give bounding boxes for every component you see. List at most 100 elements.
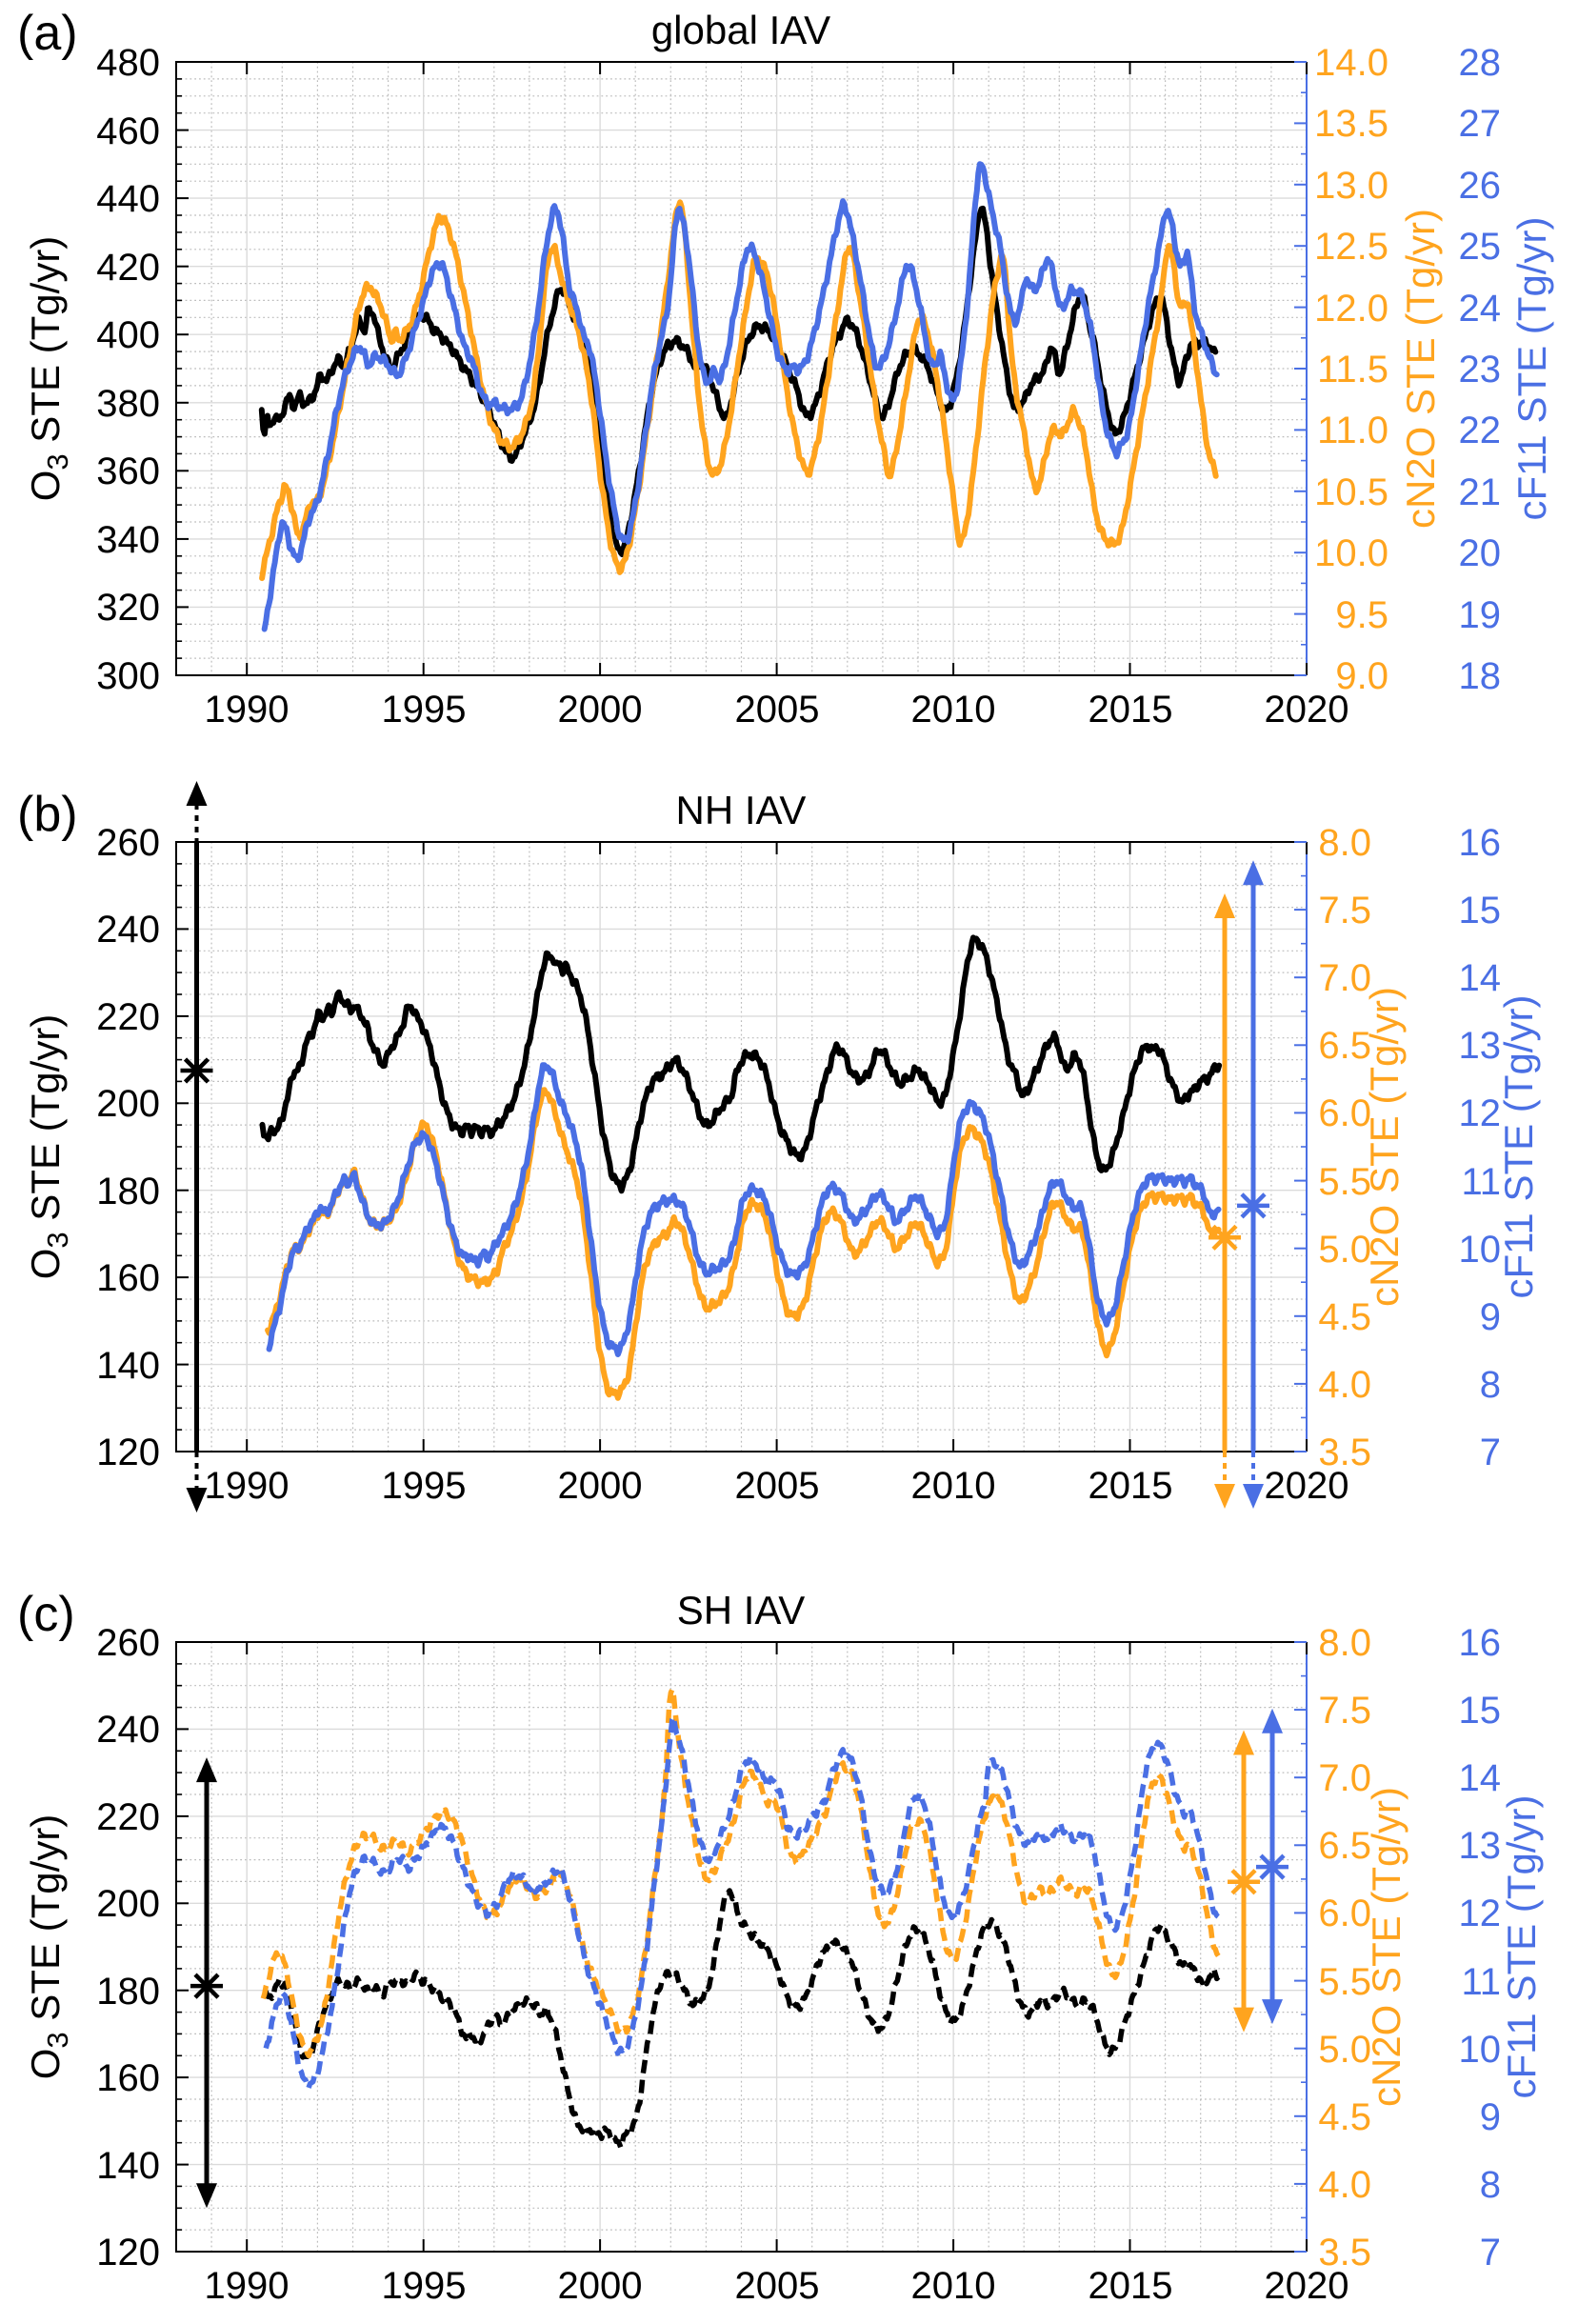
- svg-text:2005: 2005: [735, 689, 820, 731]
- svg-text:460: 460: [96, 110, 160, 152]
- svg-text:200: 200: [96, 1083, 160, 1125]
- svg-text:360: 360: [96, 451, 160, 492]
- svg-text:10.0: 10.0: [1314, 532, 1388, 574]
- svg-text:480: 480: [96, 42, 160, 84]
- svg-text:14.0: 14.0: [1314, 42, 1388, 84]
- svg-text:5.5: 5.5: [1318, 1161, 1371, 1203]
- svg-text:180: 180: [96, 1171, 160, 1212]
- svg-text:160: 160: [96, 2057, 160, 2099]
- svg-text:13.0: 13.0: [1314, 165, 1388, 207]
- svg-text:7: 7: [1480, 2232, 1501, 2274]
- svg-text:5.0: 5.0: [1318, 1229, 1371, 1271]
- svg-text:6.0: 6.0: [1318, 1092, 1371, 1134]
- svg-text:7.0: 7.0: [1318, 1757, 1371, 1799]
- svg-text:7.5: 7.5: [1318, 1690, 1371, 1732]
- svg-text:2000: 2000: [558, 689, 643, 731]
- svg-text:2010: 2010: [911, 2265, 996, 2307]
- svg-text:16: 16: [1459, 822, 1502, 864]
- svg-text:global IAV: global IAV: [651, 8, 830, 52]
- svg-text:12: 12: [1459, 1092, 1502, 1134]
- svg-text:9: 9: [1480, 1296, 1501, 1338]
- svg-text:4.0: 4.0: [1318, 1364, 1371, 1406]
- svg-text:21: 21: [1459, 471, 1502, 513]
- svg-text:140: 140: [96, 1345, 160, 1387]
- svg-text:26: 26: [1459, 165, 1502, 207]
- svg-text:13: 13: [1459, 1825, 1502, 1867]
- svg-text:2020: 2020: [1265, 2265, 1349, 2307]
- svg-text:140: 140: [96, 2145, 160, 2187]
- svg-text:12: 12: [1459, 1893, 1502, 1934]
- svg-text:8.0: 8.0: [1318, 822, 1371, 864]
- svg-text:13: 13: [1459, 1025, 1502, 1067]
- svg-text:400: 400: [96, 314, 160, 356]
- svg-text:8.0: 8.0: [1318, 1622, 1371, 1664]
- svg-text:SH IAV: SH IAV: [677, 1588, 806, 1633]
- svg-text:cF11 STE (Tg/yr): cF11 STE (Tg/yr): [1509, 217, 1554, 521]
- svg-text:6.5: 6.5: [1318, 1025, 1371, 1067]
- svg-text:(a): (a): [17, 6, 78, 61]
- svg-text:4.5: 4.5: [1318, 2096, 1371, 2138]
- svg-text:27: 27: [1459, 103, 1502, 145]
- svg-text:9.5: 9.5: [1335, 594, 1388, 636]
- svg-text:7.5: 7.5: [1318, 890, 1371, 932]
- svg-text:180: 180: [96, 1971, 160, 2013]
- svg-text:11.5: 11.5: [1317, 349, 1388, 391]
- svg-text:120: 120: [96, 2232, 160, 2274]
- svg-text:3.5: 3.5: [1318, 2232, 1371, 2274]
- svg-text:380: 380: [96, 383, 160, 425]
- svg-text:1990: 1990: [205, 689, 290, 731]
- svg-text:12.0: 12.0: [1314, 288, 1388, 330]
- svg-text:260: 260: [96, 1622, 160, 1664]
- svg-text:(b): (b): [17, 787, 78, 842]
- svg-text:11: 11: [1461, 1961, 1501, 2003]
- svg-text:11.0: 11.0: [1317, 410, 1388, 451]
- svg-text:1990: 1990: [205, 1465, 290, 1507]
- svg-text:10: 10: [1459, 2029, 1502, 2071]
- svg-text:7.0: 7.0: [1318, 957, 1371, 999]
- svg-text:19: 19: [1459, 594, 1502, 636]
- svg-text:1995: 1995: [382, 689, 467, 731]
- svg-text:15: 15: [1459, 890, 1502, 932]
- svg-text:4.0: 4.0: [1318, 2164, 1371, 2206]
- svg-text:6.0: 6.0: [1318, 1893, 1371, 1934]
- svg-text:8: 8: [1480, 1364, 1501, 1406]
- svg-text:1990: 1990: [205, 2265, 290, 2307]
- svg-text:2015: 2015: [1089, 2265, 1173, 2307]
- svg-text:160: 160: [96, 1257, 160, 1299]
- svg-text:2005: 2005: [735, 2265, 820, 2307]
- svg-text:15: 15: [1459, 1690, 1502, 1732]
- svg-text:2020: 2020: [1265, 689, 1349, 731]
- svg-text:13.5: 13.5: [1314, 103, 1388, 145]
- svg-text:(c): (c): [17, 1587, 75, 1642]
- svg-text:1995: 1995: [382, 1465, 467, 1507]
- svg-text:NH IAV: NH IAV: [676, 788, 807, 832]
- svg-text:340: 340: [96, 519, 160, 561]
- svg-text:14: 14: [1459, 1757, 1502, 1799]
- svg-text:28: 28: [1459, 42, 1502, 84]
- svg-text:24: 24: [1459, 288, 1502, 330]
- svg-text:1995: 1995: [382, 2265, 467, 2307]
- svg-text:16: 16: [1459, 1622, 1502, 1664]
- svg-text:12.5: 12.5: [1314, 226, 1388, 268]
- svg-text:cN2O STE (Tg/yr): cN2O STE (Tg/yr): [1362, 987, 1407, 1307]
- svg-text:320: 320: [96, 587, 160, 629]
- svg-text:23: 23: [1459, 349, 1502, 391]
- svg-text:2010: 2010: [911, 689, 996, 731]
- svg-text:5.5: 5.5: [1318, 1961, 1371, 2003]
- svg-text:4.5: 4.5: [1318, 1296, 1371, 1338]
- svg-text:2010: 2010: [911, 1465, 996, 1507]
- svg-text:25: 25: [1459, 226, 1502, 268]
- svg-text:6.5: 6.5: [1318, 1825, 1371, 1867]
- svg-text:7: 7: [1480, 1432, 1501, 1473]
- svg-text:14: 14: [1459, 957, 1502, 999]
- svg-text:11: 11: [1461, 1161, 1501, 1203]
- svg-text:220: 220: [96, 996, 160, 1038]
- svg-text:260: 260: [96, 822, 160, 864]
- svg-text:3.5: 3.5: [1318, 1432, 1371, 1473]
- svg-text:2015: 2015: [1089, 1465, 1173, 1507]
- svg-text:220: 220: [96, 1796, 160, 1838]
- svg-text:2005: 2005: [735, 1465, 820, 1507]
- svg-text:22: 22: [1459, 410, 1502, 451]
- svg-text:2000: 2000: [558, 1465, 643, 1507]
- svg-text:8: 8: [1480, 2164, 1501, 2206]
